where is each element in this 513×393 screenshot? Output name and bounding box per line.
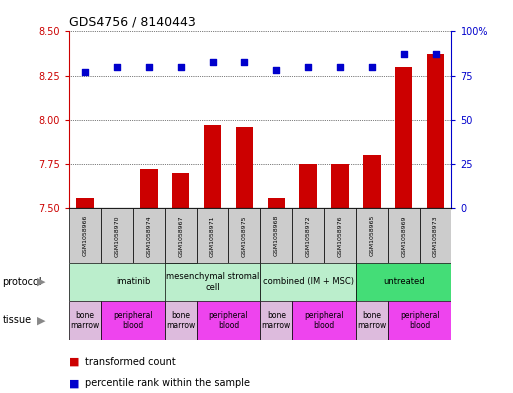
Text: peripheral
blood: peripheral blood <box>209 310 248 330</box>
Bar <box>261 208 292 263</box>
Text: bone
marrow: bone marrow <box>166 310 195 330</box>
Text: imatinib: imatinib <box>116 277 150 286</box>
Point <box>272 67 281 73</box>
Bar <box>235 127 253 208</box>
Bar <box>76 198 94 208</box>
Bar <box>101 208 133 263</box>
Point <box>400 51 408 58</box>
Text: ▶: ▶ <box>37 315 46 325</box>
Bar <box>356 208 388 263</box>
Text: peripheral
blood: peripheral blood <box>400 310 440 330</box>
Text: protocol: protocol <box>3 277 42 287</box>
Text: GSM1058974: GSM1058974 <box>146 215 151 257</box>
Bar <box>292 301 356 340</box>
Bar <box>69 263 196 301</box>
Text: ■: ■ <box>69 356 80 367</box>
Bar <box>133 208 165 263</box>
Text: GSM1058975: GSM1058975 <box>242 215 247 257</box>
Text: GSM1058966: GSM1058966 <box>83 215 88 257</box>
Bar <box>165 263 261 301</box>
Point <box>431 51 440 58</box>
Point <box>145 64 153 70</box>
Text: GDS4756 / 8140443: GDS4756 / 8140443 <box>69 16 196 29</box>
Text: combined (IM + MSC): combined (IM + MSC) <box>263 277 353 286</box>
Bar <box>331 164 349 208</box>
Point <box>336 64 344 70</box>
Point <box>176 64 185 70</box>
Text: bone
marrow: bone marrow <box>262 310 291 330</box>
Point <box>81 69 89 75</box>
Text: bone
marrow: bone marrow <box>71 310 100 330</box>
Text: GSM1058973: GSM1058973 <box>433 215 438 257</box>
Text: GSM1058968: GSM1058968 <box>274 215 279 257</box>
Bar <box>196 208 228 263</box>
Text: GSM1058971: GSM1058971 <box>210 215 215 257</box>
Bar <box>204 125 221 208</box>
Text: GSM1058976: GSM1058976 <box>338 215 343 257</box>
Bar <box>324 208 356 263</box>
Bar <box>267 198 285 208</box>
Bar <box>292 208 324 263</box>
Text: GSM1058965: GSM1058965 <box>369 215 374 257</box>
Point <box>113 64 121 70</box>
Text: tissue: tissue <box>3 315 32 325</box>
Text: untreated: untreated <box>383 277 424 286</box>
Bar <box>172 173 189 208</box>
Bar <box>69 301 101 340</box>
Bar <box>165 208 196 263</box>
Bar <box>261 263 356 301</box>
Bar <box>69 208 101 263</box>
Text: ■: ■ <box>69 378 80 388</box>
Text: ▶: ▶ <box>37 277 46 287</box>
Text: peripheral
blood: peripheral blood <box>304 310 344 330</box>
Bar <box>356 301 388 340</box>
Bar <box>196 301 261 340</box>
Bar <box>395 67 412 208</box>
Bar <box>388 208 420 263</box>
Bar <box>300 164 317 208</box>
Bar <box>228 208 261 263</box>
Text: GSM1058972: GSM1058972 <box>306 215 310 257</box>
Bar <box>261 301 292 340</box>
Bar <box>140 169 157 208</box>
Point <box>240 58 248 64</box>
Bar <box>388 301 451 340</box>
Point <box>208 58 216 64</box>
Bar <box>363 155 381 208</box>
Bar <box>165 301 196 340</box>
Text: GSM1058969: GSM1058969 <box>401 215 406 257</box>
Text: GSM1058970: GSM1058970 <box>114 215 120 257</box>
Bar <box>420 208 451 263</box>
Text: percentile rank within the sample: percentile rank within the sample <box>85 378 250 388</box>
Text: peripheral
blood: peripheral blood <box>113 310 153 330</box>
Text: GSM1058967: GSM1058967 <box>178 215 183 257</box>
Point <box>304 64 312 70</box>
Text: bone
marrow: bone marrow <box>357 310 386 330</box>
Bar <box>101 301 165 340</box>
Bar <box>356 263 451 301</box>
Text: mesenchymal stromal
cell: mesenchymal stromal cell <box>166 272 259 292</box>
Text: transformed count: transformed count <box>85 356 175 367</box>
Bar <box>427 55 444 208</box>
Point <box>368 64 376 70</box>
